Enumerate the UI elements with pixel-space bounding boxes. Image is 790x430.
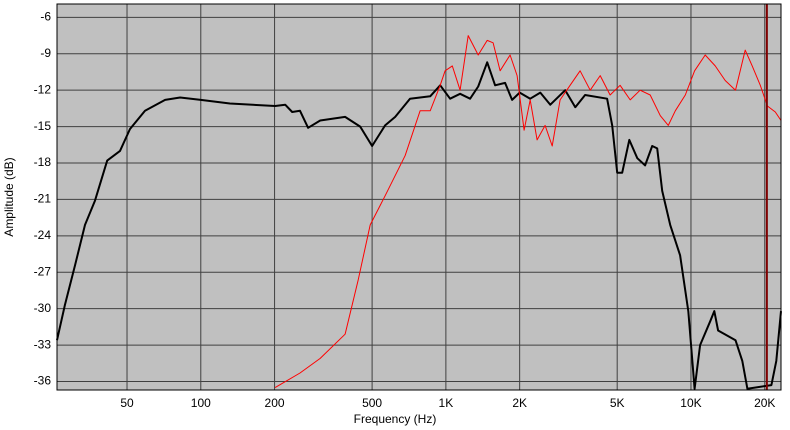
series-line (274, 35, 782, 389)
y-tick-label: -12 (34, 82, 52, 96)
y-tick-label: -24 (34, 228, 52, 242)
y-tick-label: -9 (40, 46, 51, 60)
x-tick-label: 500 (362, 396, 382, 410)
y-tick-label: -6 (40, 10, 51, 24)
y-tick-label: -21 (34, 192, 52, 206)
series-line (56, 61, 782, 390)
y-tick-label: -15 (34, 119, 52, 133)
y-tick-label: -30 (34, 301, 52, 315)
x-tick-label: 100 (191, 396, 211, 410)
x-tick-label: 50 (120, 396, 134, 410)
y-tick-label: -18 (34, 155, 52, 169)
y-tick-label: -36 (34, 374, 52, 388)
plot-border (56, 3, 782, 391)
x-tick-label: 200 (265, 396, 285, 410)
y-axis-title: Amplitude (dB) (2, 157, 16, 236)
x-tick-label: 2K (512, 396, 527, 410)
plot-area (57, 4, 781, 390)
x-tick-label: 5K (610, 396, 625, 410)
y-tick-label: -27 (34, 264, 52, 278)
x-tick-label: 20K (754, 396, 775, 410)
y-tick-label: -33 (34, 337, 52, 351)
x-tick-label: 1K (439, 396, 454, 410)
x-axis-title: Frequency (Hz) (354, 412, 437, 426)
x-tick-label: 10K (680, 396, 701, 410)
